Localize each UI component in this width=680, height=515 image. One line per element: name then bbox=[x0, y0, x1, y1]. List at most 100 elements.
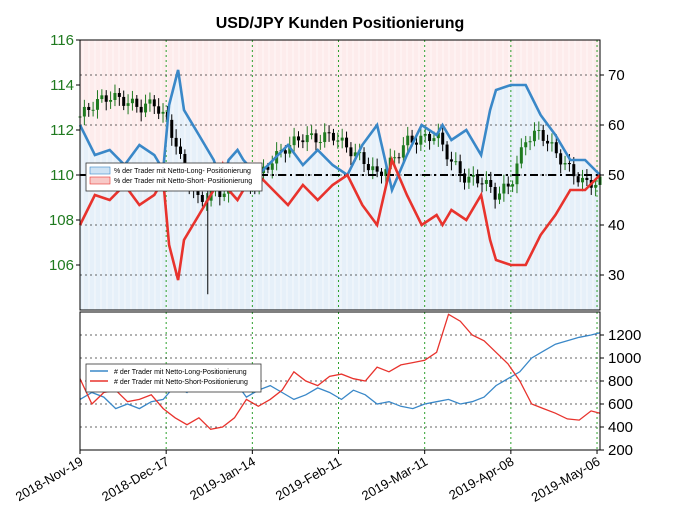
candle-body bbox=[266, 166, 270, 170]
count-tick-label: 1000 bbox=[608, 350, 641, 367]
candle-body bbox=[576, 176, 580, 183]
candle-body bbox=[375, 166, 379, 172]
candle-body bbox=[454, 161, 458, 163]
candle-body bbox=[310, 133, 314, 136]
candle-body bbox=[502, 183, 506, 194]
candle-body bbox=[157, 106, 161, 114]
candle-body bbox=[87, 106, 91, 110]
x-tick-label: 2019-Jan-14 bbox=[187, 454, 258, 503]
top-legend: % der Trader mit Netto-Long- Positionier… bbox=[85, 162, 263, 192]
candle-body bbox=[366, 164, 370, 171]
candle-body bbox=[419, 135, 423, 145]
candle-body bbox=[135, 98, 139, 107]
candle-body bbox=[318, 142, 322, 144]
candle-body bbox=[82, 106, 86, 117]
candle-body bbox=[95, 99, 99, 110]
candle-body bbox=[537, 130, 541, 132]
candle-body bbox=[484, 179, 488, 184]
candle-body bbox=[362, 152, 366, 165]
candle-body bbox=[581, 177, 585, 183]
candle-body bbox=[406, 135, 410, 146]
candle-body bbox=[222, 193, 226, 198]
candle-body bbox=[148, 99, 152, 104]
candle-body bbox=[200, 194, 204, 202]
candle-body bbox=[345, 137, 349, 148]
price-tick-label: 114 bbox=[50, 77, 74, 94]
chart-title: USD/JPY Kunden Positionierung bbox=[216, 15, 465, 32]
candle-body bbox=[296, 136, 300, 141]
candle-body bbox=[397, 157, 401, 159]
candle-body bbox=[441, 132, 445, 145]
candle-body bbox=[524, 142, 528, 148]
candle-body bbox=[594, 184, 598, 188]
pct-tick-label: 50 bbox=[608, 167, 625, 184]
candle-body bbox=[139, 106, 143, 113]
x-axis-labels: 2018-Nov-19 2018-Dec-17 2019-Jan-14 2019-Fe… bbox=[13, 450, 603, 505]
candle-body bbox=[380, 171, 384, 176]
candle-body bbox=[554, 142, 558, 154]
candle-body bbox=[476, 174, 480, 184]
candle-body bbox=[432, 138, 436, 142]
legend-swatch bbox=[89, 176, 111, 185]
candle-body bbox=[179, 146, 183, 154]
count-tick-label: 800 bbox=[608, 373, 633, 390]
candle-body bbox=[109, 99, 113, 102]
candle-body bbox=[532, 130, 536, 142]
legends: % der Trader mit Netto-Long- Positionier… bbox=[85, 162, 263, 393]
candle-body bbox=[126, 103, 130, 106]
candle-body bbox=[436, 132, 440, 139]
long-share-area bbox=[80, 70, 600, 310]
short-share-line bbox=[78, 155, 601, 281]
x-tick-label: 2018-Nov-19 bbox=[13, 454, 86, 505]
bottom-panel-series bbox=[79, 313, 601, 431]
candle-body bbox=[130, 98, 134, 104]
price-tick-label: 112 bbox=[50, 122, 74, 139]
x-tick-label: 2019-Feb-11 bbox=[273, 454, 344, 504]
bottom-panel-axes: 200 400 600 800 1000 1200 bbox=[600, 327, 641, 459]
candle-body bbox=[283, 150, 287, 154]
candle-body bbox=[428, 133, 432, 142]
candle-body bbox=[546, 140, 550, 144]
candle-body bbox=[458, 161, 462, 174]
price-tick-label: 116 bbox=[50, 32, 74, 49]
candle-body bbox=[445, 144, 449, 160]
top-panel-axes: 106 108 110 112 114 116 30 40 50 60 70 bbox=[49, 32, 625, 284]
candle-body bbox=[559, 153, 563, 165]
legend-label: % der Trader mit Netto-Short- Positionie… bbox=[114, 178, 252, 185]
candle-body bbox=[384, 169, 388, 176]
candle-body bbox=[493, 186, 497, 200]
legend-swatch bbox=[89, 166, 111, 175]
legend-box bbox=[85, 363, 262, 393]
candle-body bbox=[170, 119, 174, 138]
candle-body bbox=[515, 163, 519, 185]
long-share-line bbox=[78, 69, 601, 195]
candle-body bbox=[144, 103, 148, 113]
candle-body bbox=[550, 142, 554, 144]
pct-tick-label: 30 bbox=[608, 267, 625, 284]
legend-label: # der Trader mit Netto-Short-Positionier… bbox=[114, 379, 248, 386]
candle-body bbox=[314, 133, 318, 143]
candle-body bbox=[327, 132, 331, 134]
candle-body bbox=[414, 142, 418, 145]
top-panel-series bbox=[78, 69, 601, 281]
candle-body bbox=[423, 133, 427, 136]
legend-label: % der Trader mit Netto-Long- Positionier… bbox=[114, 168, 251, 175]
candle-body bbox=[152, 99, 156, 107]
candle-body bbox=[292, 136, 296, 146]
short-count-line bbox=[79, 313, 601, 431]
candle-body bbox=[471, 174, 475, 177]
candle-body bbox=[305, 135, 309, 143]
candle-body bbox=[349, 147, 353, 157]
candle-body bbox=[161, 111, 165, 114]
x-tick-label: 2018-Dec-17 bbox=[99, 454, 172, 505]
candle-body bbox=[463, 173, 467, 183]
candle-body bbox=[174, 137, 178, 147]
candle-body bbox=[401, 145, 405, 158]
legend-box bbox=[85, 162, 263, 192]
candle-body bbox=[393, 157, 397, 159]
candle-body bbox=[104, 95, 108, 102]
candle-body bbox=[336, 140, 340, 142]
candle-body bbox=[519, 147, 523, 164]
candle-body bbox=[100, 95, 104, 100]
